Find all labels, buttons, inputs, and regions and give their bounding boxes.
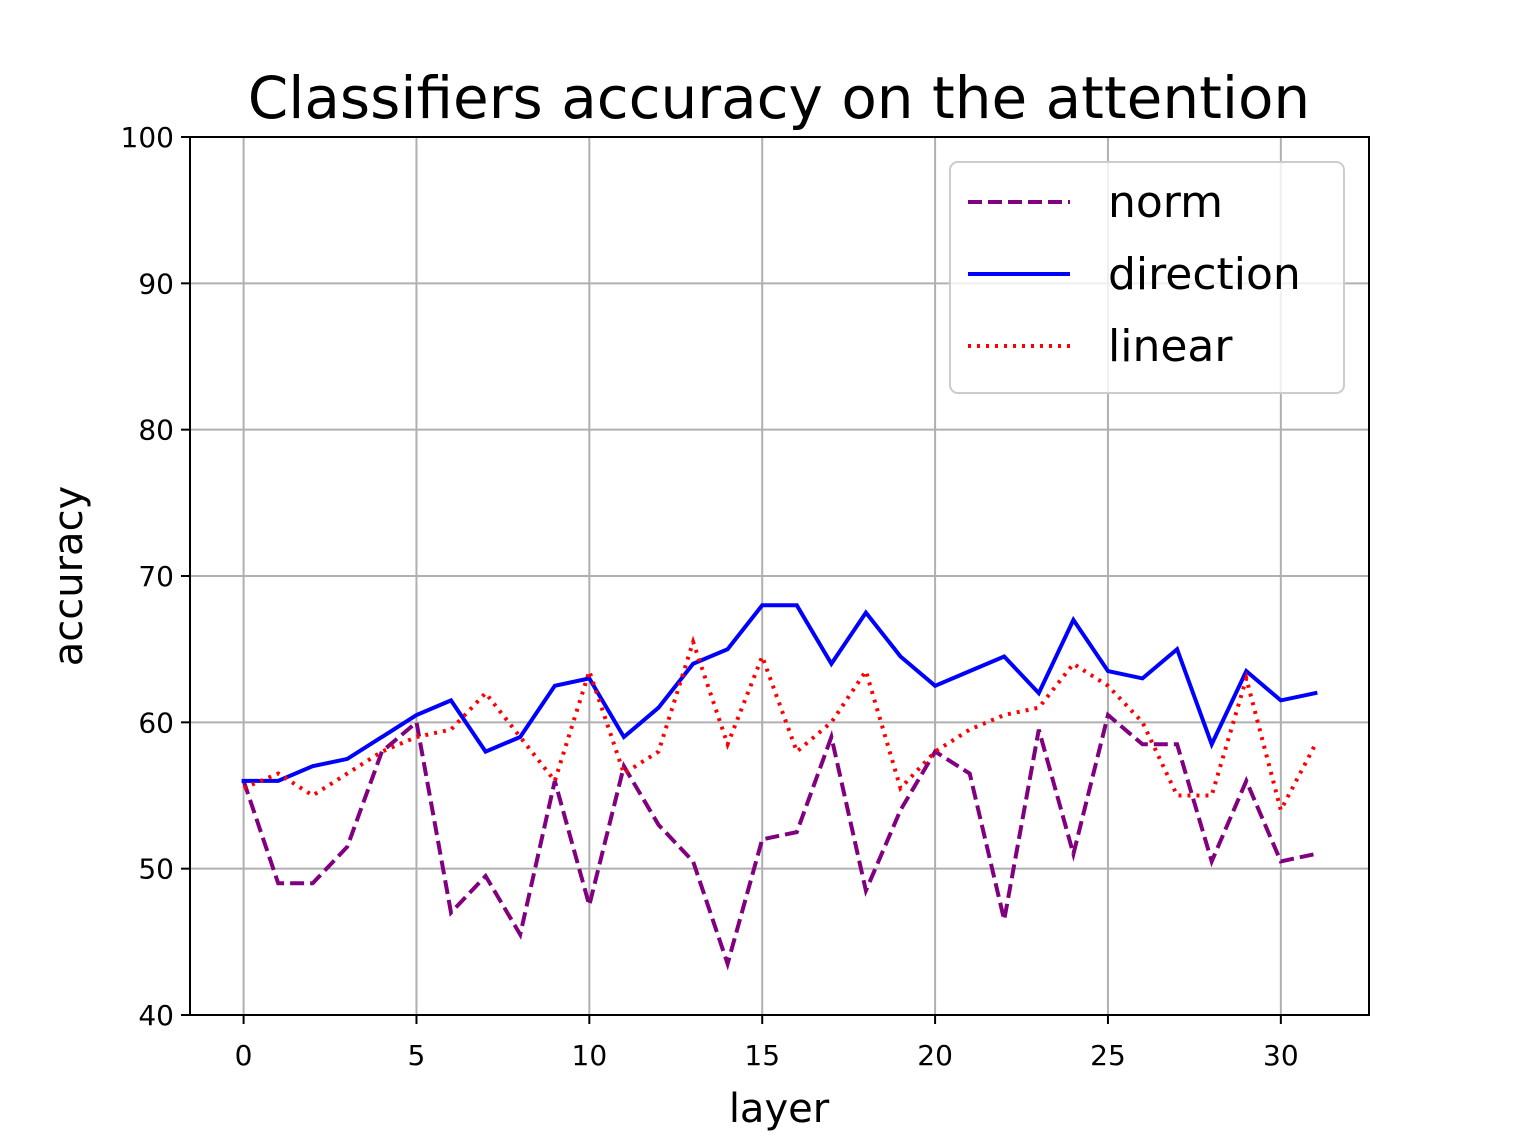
y-tick-label: 60 <box>138 706 174 739</box>
x-tick-label: 30 <box>1263 1039 1299 1072</box>
legend-label-linear: linear <box>1108 321 1233 372</box>
y-tick-label: 100 <box>121 121 174 154</box>
y-tick-label: 50 <box>138 853 174 886</box>
x-tick-label: 25 <box>1090 1039 1126 1072</box>
legend-box <box>949 161 1345 394</box>
y-tick-label: 70 <box>138 560 174 593</box>
x-tick-label: 0 <box>235 1039 253 1072</box>
x-tick-label: 15 <box>744 1039 780 1072</box>
series-line-direction <box>241 603 1318 783</box>
y-axis-label: accuracy <box>46 486 92 666</box>
series-line-norm <box>241 711 1316 971</box>
legend: norm direction linear <box>949 161 1345 394</box>
x-tick-label: 20 <box>917 1039 953 1072</box>
x-tick-label: 10 <box>572 1039 608 1072</box>
plot-series <box>241 603 1318 971</box>
y-tick-label: 80 <box>138 414 174 447</box>
y-tick-label: 90 <box>138 267 174 300</box>
legend-label-norm: norm <box>1108 177 1223 228</box>
y-tick-label: 40 <box>138 999 174 1032</box>
chart-title: Classifiers accuracy on the attention <box>248 64 1310 132</box>
x-axis-label: layer <box>729 1086 830 1132</box>
series-line-linear <box>242 635 1318 816</box>
y-axis-ticks: 40 50 60 70 80 90 100 <box>121 121 190 1032</box>
x-tick-label: 5 <box>408 1039 426 1072</box>
legend-label-direction: direction <box>1108 249 1301 300</box>
x-axis-ticks: 0 5 10 15 20 25 30 <box>235 1015 1299 1072</box>
